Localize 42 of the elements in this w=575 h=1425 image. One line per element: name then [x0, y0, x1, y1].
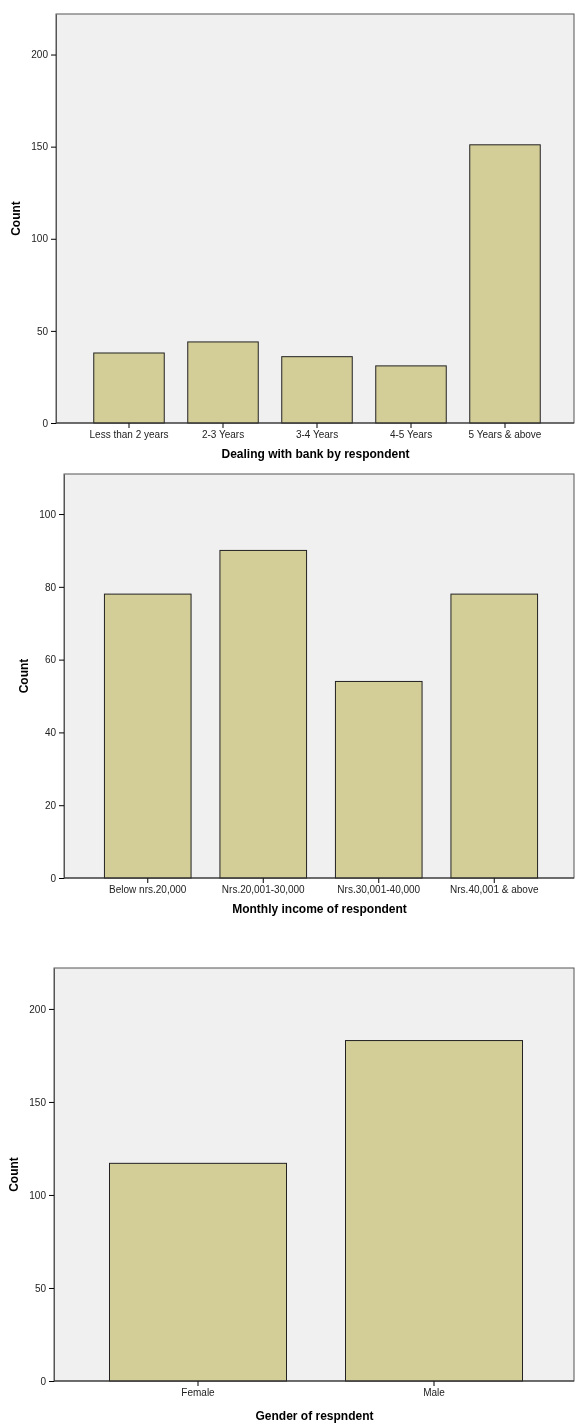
- y-tick-label: 60: [44, 654, 57, 666]
- y-tick-label: 100: [39, 508, 57, 520]
- x-tick-label: Less than 2 years: [89, 429, 169, 441]
- x-tick-label: Male: [423, 1387, 446, 1399]
- y-tick-label: 200: [31, 49, 49, 61]
- y-axis-title: Count: [17, 658, 32, 694]
- x-tick-label: Female: [181, 1387, 216, 1399]
- bar: [93, 352, 165, 424]
- y-tick-label: 80: [44, 581, 57, 593]
- y-tick-label: 0: [40, 1375, 47, 1387]
- bar: [187, 341, 259, 424]
- bar: [469, 144, 541, 424]
- x-tick-label: 5 Years & above: [468, 429, 542, 441]
- bar: [219, 549, 308, 879]
- y-tick-label: 50: [36, 325, 49, 337]
- x-tick-label: Nrs.40,001 & above: [450, 884, 539, 896]
- y-tick-label: 0: [50, 872, 57, 884]
- bar: [450, 593, 539, 879]
- y-tick-label: 40: [44, 727, 57, 739]
- x-tick-label: 2-3 Years: [201, 429, 245, 441]
- y-tick-label: 100: [29, 1189, 47, 1201]
- bar: [103, 593, 192, 879]
- x-tick-label: Nrs.30,001-40,000: [337, 884, 421, 896]
- y-axis-title: Count: [9, 201, 24, 236]
- x-tick-label: Nrs.20,001-30,000: [221, 884, 306, 896]
- x-axis-title: Monthly income of respondent: [232, 902, 407, 916]
- bar: [375, 365, 447, 424]
- bar: [334, 680, 423, 879]
- x-axis-title: Gender of respndent: [255, 1409, 374, 1423]
- bar: [281, 356, 353, 424]
- y-tick-label: 100: [31, 233, 49, 245]
- y-tick-label: 150: [31, 141, 49, 153]
- x-tick-label: 3-4 Years: [295, 429, 339, 441]
- y-tick-label: 200: [29, 1003, 47, 1015]
- y-axis-title: Count: [7, 1157, 22, 1192]
- y-tick-label: 20: [44, 799, 57, 811]
- y-tick-label: 0: [42, 417, 49, 429]
- y-tick-label: 150: [29, 1096, 47, 1108]
- y-tick-label: 50: [34, 1282, 47, 1294]
- x-tick-label: 4-5 Years: [389, 429, 433, 441]
- x-axis-title: Dealing with bank by respondent: [221, 447, 410, 461]
- x-tick-label: Below nrs.20,000: [109, 884, 187, 896]
